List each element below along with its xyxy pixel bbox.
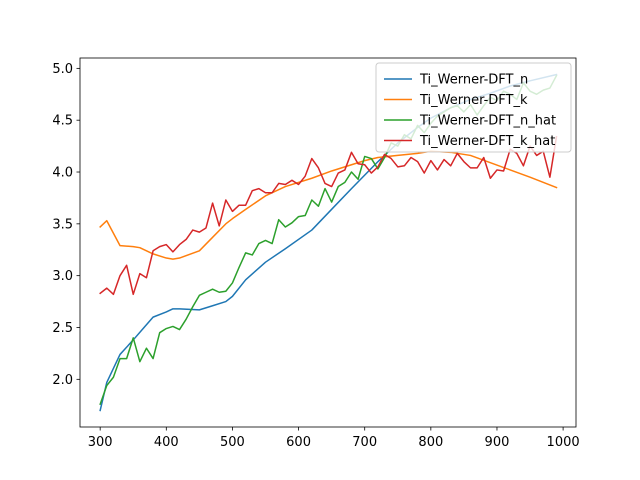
y-tick-label: 2.0	[52, 373, 73, 388]
legend-label-3: Ti_Werner-DFT_k_hat	[419, 134, 555, 149]
x-tick-label: 900	[485, 435, 510, 450]
x-tick-label: 1000	[547, 435, 580, 450]
x-tick-label: 700	[352, 435, 377, 450]
series-line-3	[99, 135, 558, 296]
plot-frame	[79, 57, 577, 428]
legend-label-2: Ti_Werner-DFT_n_hat	[419, 114, 556, 129]
legend-label-0: Ti_Werner-DFT_n	[419, 73, 528, 88]
x-tick-label: 800	[418, 435, 443, 450]
x-tick-label: 300	[88, 435, 113, 450]
y-tick-label: 4.0	[52, 166, 73, 181]
y-axis: 2.0 2.5 3.0 3.5 4.0 4.5 5.0	[52, 62, 80, 388]
x-tick-label: 600	[286, 435, 311, 450]
legend: Ti_Werner-DFT_n Ti_Werner-DFT_k Ti_Werner-…	[375, 62, 572, 153]
legend-label-1: Ti_Werner-DFT_k	[419, 93, 528, 108]
y-tick-label: 2.5	[52, 321, 73, 336]
y-tick-label: 3.5	[52, 217, 73, 232]
y-tick-label: 5.0	[52, 62, 73, 77]
y-tick-label: 4.5	[52, 114, 73, 129]
x-tick-label: 400	[154, 435, 179, 450]
x-tick-label: 500	[220, 435, 245, 450]
series-line-1	[99, 150, 558, 260]
y-tick-label: 3.0	[52, 269, 73, 284]
legend-box	[375, 62, 572, 153]
x-axis: 300 400 500 600 700 800 900 1000	[88, 427, 580, 450]
